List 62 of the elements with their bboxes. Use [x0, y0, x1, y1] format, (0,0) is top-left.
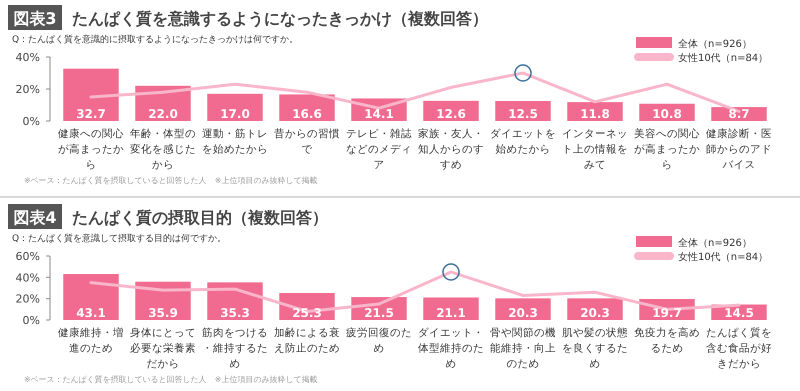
data-label: 14.1 — [364, 107, 394, 121]
chart-subtitle: たんぱく質を意識するようになったきっかけ（複数回答） — [72, 9, 488, 28]
y-tick-label: 0% — [22, 115, 40, 128]
chart-title: 図表4 — [13, 208, 57, 227]
text: ※ベース：たんぱく質を摂取していると回答した人 ※上位項目のみ抜粋して掲載 — [24, 176, 318, 185]
x-tick-label: 健康維持・増進のため — [58, 326, 124, 354]
y-tick-label: 0% — [22, 314, 40, 327]
data-label: 35.3 — [220, 306, 250, 320]
x-tick-label: インターネット上の情報をみて — [562, 128, 628, 171]
y-tick-label: 40% — [16, 271, 40, 284]
text: ※ベース：たんぱく質を摂取していると回答した人 ※上位項目のみ抜粋して掲載 — [24, 375, 318, 384]
x-tick-label: 昔からの習慣で — [274, 127, 340, 156]
legend-label: 女性10代（n=84） — [678, 52, 768, 64]
legend-label: 全体（n=926） — [678, 237, 752, 249]
data-label: 12.6 — [436, 107, 466, 121]
y-tick-label: 20% — [16, 292, 40, 306]
data-label: 19.7 — [652, 306, 682, 320]
x-tick-label: 加齢による衰え防止のため — [274, 326, 340, 354]
data-label: 25.3 — [292, 306, 322, 320]
x-tick-label: 家族・友人・知人からのすすめ — [418, 127, 484, 171]
legend-label: 全体（n=926） — [678, 38, 752, 50]
x-tick-label: 免疫力を高めるため — [634, 326, 700, 354]
x-tick-label: 骨や関節の機能維持・向上のため — [490, 327, 556, 370]
y-tick-label: 40% — [16, 51, 40, 64]
x-tick-label: 年齢・体型の変化を感じたから — [130, 128, 196, 171]
chart-subtitle: たんぱく質の摂取目的（複数回答） — [72, 208, 328, 227]
x-tick-label: ダイエットを始めたから — [490, 128, 556, 156]
chart-title: 図表3 — [13, 9, 57, 28]
x-tick-label: たんぱく質を含む食品が好きだから — [706, 326, 772, 370]
x-tick-label: 健康への関心が高まったから — [58, 127, 124, 171]
data-label: 21.1 — [436, 306, 466, 320]
data-label: 12.5 — [508, 107, 538, 121]
x-tick-label: 身体にとって必要な栄養素だから — [130, 327, 196, 370]
bar — [63, 68, 119, 121]
x-tick-label: テレビ・雑誌などのメディア — [346, 127, 412, 171]
data-label: 16.6 — [292, 107, 322, 121]
y-tick-label: 60% — [16, 250, 40, 263]
x-tick-label: ダイエット・体型維持のため — [418, 327, 484, 370]
data-label: 20.3 — [508, 306, 538, 320]
text: Q：たんぱく質を意識して摂取する目的は何ですか。 — [12, 233, 226, 244]
x-tick-label: 運動・筋トレを始めたから — [202, 128, 268, 156]
data-label: 21.5 — [364, 306, 394, 320]
y-tick-label: 20% — [16, 83, 40, 96]
data-label: 11.8 — [580, 107, 610, 121]
data-label: 35.9 — [148, 306, 178, 320]
data-label: 8.7 — [728, 107, 750, 121]
data-label: 32.7 — [76, 107, 106, 121]
x-tick-label: 美容への関心が高まったから — [634, 127, 700, 171]
bar — [207, 94, 263, 121]
legend-label: 女性10代（n=84） — [678, 251, 768, 263]
data-label: 22.0 — [148, 107, 178, 121]
x-tick-label: 肌や髪の状態を良くするため — [562, 326, 628, 370]
data-label: 43.1 — [76, 306, 106, 320]
x-tick-label: 疲労回復のため — [346, 326, 412, 354]
data-label: 20.3 — [580, 306, 610, 320]
data-label: 17.0 — [220, 107, 250, 121]
bar — [63, 274, 119, 320]
data-label: 14.5 — [724, 306, 754, 320]
x-tick-label: 健康診断・医師からのアドバイス — [706, 127, 772, 171]
text: Q：たんぱく質を意識的に摂取するようになったきっかけは何ですか。 — [12, 34, 298, 45]
x-tick-label: 筋肉をつける・維持するため — [202, 327, 268, 370]
data-label: 10.8 — [652, 107, 682, 121]
